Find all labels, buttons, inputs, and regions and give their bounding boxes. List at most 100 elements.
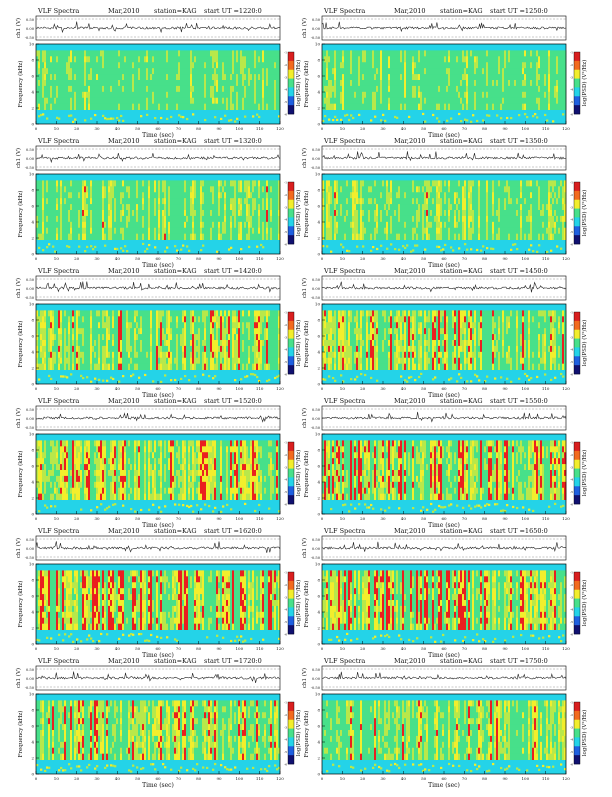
spectrogram-cell	[402, 80, 404, 86]
spectrogram-cell	[182, 210, 184, 216]
spectrogram-cell	[244, 86, 246, 92]
spectrogram-cell	[332, 119, 334, 121]
spectrogram-cell	[128, 104, 130, 110]
ch1-tick-label: 0.00	[26, 27, 35, 31]
spectrogram-cell	[384, 204, 386, 210]
spectrogram-cell	[550, 50, 552, 56]
spectrogram-cell	[216, 56, 218, 62]
spectrogram-cell	[202, 98, 204, 104]
spectrogram-cell	[398, 198, 400, 204]
spectrogram-cell	[438, 228, 440, 234]
spectrogram-cell	[158, 50, 160, 56]
spectrogram-cell	[90, 198, 92, 204]
spectrogram-cell	[138, 68, 140, 74]
spectrogram-cell	[384, 120, 386, 122]
spectrogram-cell	[416, 92, 418, 98]
spectrogram-cell	[170, 116, 172, 118]
spectrogram-cell	[376, 56, 378, 62]
spectrogram-cell	[418, 216, 420, 222]
spectrogram-cell	[42, 204, 44, 210]
spectrogram-cell	[40, 192, 42, 198]
spectrogram-cell	[236, 74, 238, 80]
spectrogram-cell	[84, 92, 86, 98]
spectrogram-cell	[334, 216, 336, 222]
time-tick-label: 110	[256, 256, 264, 261]
spectrogram-cell	[256, 210, 258, 216]
spectrogram-cell	[70, 222, 72, 228]
spectrogram-cell	[400, 228, 402, 234]
spectrogram-cell	[488, 192, 490, 198]
spectrogram-cell	[464, 204, 466, 210]
spectrogram-cell	[496, 62, 498, 68]
spectrogram-cell	[426, 74, 428, 80]
spectrogram-cell	[168, 50, 170, 56]
spectrogram-cell	[138, 216, 140, 222]
spectrogram-cell	[416, 244, 418, 246]
spectrogram-cell	[220, 104, 222, 110]
spectrogram-cell	[344, 104, 346, 110]
spectrogram-cell	[384, 186, 386, 192]
spectrogram-cell	[426, 192, 428, 198]
spectrogram-cell	[350, 56, 352, 62]
spectrogram-cell	[372, 204, 374, 210]
spectrogram-cell	[356, 186, 358, 192]
spectrogram-cell	[272, 68, 274, 74]
spectrogram-cell	[54, 186, 56, 192]
spectrogram-cell	[480, 234, 482, 240]
spectrogram-cell	[340, 50, 342, 56]
spectrogram-cell	[380, 98, 382, 104]
spectrogram-cell	[116, 86, 118, 92]
spectrogram-cell	[122, 68, 124, 74]
spectrogram-cell	[164, 204, 166, 210]
spectrogram-cell	[118, 62, 120, 68]
spectrogram-cell	[498, 198, 500, 204]
spectrogram-cell	[512, 104, 514, 110]
spectrogram-cell	[268, 62, 270, 68]
spectrogram-cell	[162, 80, 164, 86]
spectrogram-cell	[490, 62, 492, 68]
spectrogram-cell	[378, 210, 380, 216]
spectrogram-cell	[460, 56, 462, 62]
spectrogram-cell	[174, 222, 176, 228]
spectrogram-cell	[150, 104, 152, 110]
ch1-tick-label: -0.50	[25, 36, 35, 40]
spectrogram-cell	[206, 222, 208, 228]
spectrogram-cell	[136, 98, 138, 104]
spectrogram-cell	[504, 68, 506, 74]
spectrogram-cell	[120, 86, 122, 92]
spectrogram-cell	[374, 234, 376, 240]
spectrogram-cell	[142, 80, 144, 86]
spectrogram-cell	[460, 92, 462, 98]
spectrogram-cell	[256, 92, 258, 98]
spectrogram-cell	[124, 210, 126, 216]
spectrogram-cell	[40, 80, 42, 86]
spectrogram-cell	[544, 92, 546, 98]
spectrogram-cell	[470, 86, 472, 92]
spectrogram-cell	[260, 210, 262, 216]
spectrogram-cell	[72, 80, 74, 86]
spectrogram-cell	[190, 180, 192, 186]
spectrogram-cell	[120, 80, 122, 86]
time-tick-label: 70	[176, 126, 182, 131]
spectrogram-cell	[170, 222, 172, 228]
spectrogram-cell	[342, 204, 344, 210]
spectrogram-cell	[262, 216, 264, 222]
spectrogram-cell	[222, 86, 224, 92]
spectrogram-cell	[50, 222, 52, 228]
spectrogram-cell	[60, 204, 62, 210]
spectrogram-cell	[92, 98, 94, 104]
spectrogram-cell	[366, 234, 368, 240]
spectrogram-cell	[198, 228, 200, 234]
spectrogram-cell	[340, 222, 342, 228]
spectrogram-cell	[86, 56, 88, 62]
freq-tick-label: 2	[31, 236, 34, 241]
spectrogram-cell	[470, 186, 472, 192]
spectrogram-cell	[482, 228, 484, 234]
spectrogram-cell	[88, 222, 90, 228]
spectrogram-cell	[500, 92, 502, 98]
spectrogram-cell	[464, 210, 466, 216]
spectrogram-cell	[234, 192, 236, 198]
spectrogram-cell	[74, 186, 76, 192]
spectrogram-cell	[194, 62, 196, 68]
spectrogram-cell	[328, 204, 330, 210]
